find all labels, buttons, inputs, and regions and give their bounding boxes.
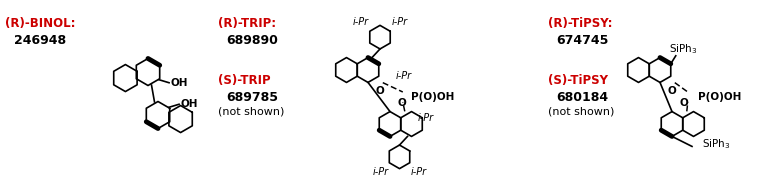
Text: OH: OH (180, 99, 197, 109)
Text: i-Pr: i-Pr (395, 71, 412, 81)
Text: 689785: 689785 (226, 91, 278, 104)
Text: 680184: 680184 (556, 91, 608, 104)
Text: (R)-TRIP:: (R)-TRIP: (218, 17, 276, 30)
Text: (R)-BINOL:: (R)-BINOL: (5, 17, 76, 30)
Text: i-Pr: i-Pr (353, 17, 369, 27)
Text: O: O (668, 86, 676, 96)
Text: i-Pr: i-Pr (418, 113, 434, 123)
Text: (S)-TRIP: (S)-TRIP (218, 74, 271, 87)
Text: P(O)OH: P(O)OH (698, 92, 741, 102)
Text: OH: OH (170, 78, 187, 88)
Text: i-Pr: i-Pr (411, 167, 427, 177)
Text: SiPh$_3$: SiPh$_3$ (668, 43, 697, 56)
Text: SiPh$_3$: SiPh$_3$ (702, 138, 731, 151)
Text: P(O)OH: P(O)OH (411, 92, 454, 102)
Text: 246948: 246948 (14, 34, 66, 47)
Text: 674745: 674745 (556, 34, 608, 47)
Text: O: O (375, 86, 385, 96)
Text: (not shown): (not shown) (218, 107, 285, 117)
Text: (S)-TiPSY: (S)-TiPSY (548, 74, 608, 87)
Text: (not shown): (not shown) (548, 107, 615, 117)
Text: O: O (398, 98, 406, 108)
Text: i-Pr: i-Pr (372, 167, 388, 177)
Text: i-Pr: i-Pr (392, 17, 407, 27)
Text: (R)-TiPSY:: (R)-TiPSY: (548, 17, 612, 30)
Text: 689890: 689890 (226, 34, 278, 47)
Text: O: O (679, 98, 688, 108)
